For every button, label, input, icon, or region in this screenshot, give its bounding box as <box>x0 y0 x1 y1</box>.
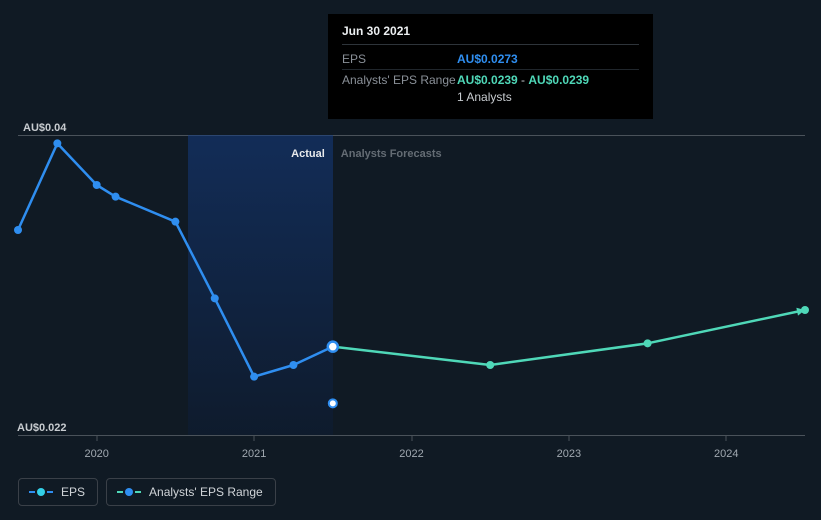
tooltip-row-sub: 1 Analysts <box>457 90 639 104</box>
x-tick-label: 2023 <box>557 448 581 460</box>
tooltip-date: Jun 30 2021 <box>342 24 639 45</box>
tooltip-row-value: AU$0.0239 - AU$0.02391 Analysts <box>457 70 639 108</box>
tooltip-row-label: EPS <box>342 49 457 70</box>
x-tick-mark <box>254 435 255 441</box>
chart-svg <box>18 135 805 435</box>
x-tick-label: 2022 <box>399 448 423 460</box>
x-tick-label: 2021 <box>242 448 266 460</box>
legend-item[interactable]: Analysts' EPS Range <box>106 478 276 506</box>
legend-label: EPS <box>61 485 85 499</box>
x-tick-mark <box>568 435 569 441</box>
tooltip-row: EPSAU$0.0273 <box>342 49 639 70</box>
tooltip-row: Analysts' EPS RangeAU$0.0239 - AU$0.0239… <box>342 70 639 108</box>
legend-swatch <box>29 488 53 496</box>
legend: EPS Analysts' EPS Range <box>18 478 276 506</box>
legend-label: Analysts' EPS Range <box>149 485 263 499</box>
tooltip-table: EPSAU$0.0273Analysts' EPS RangeAU$0.0239… <box>342 49 639 107</box>
eps-forecast-chart: { "layout": { "plot": { "left": 18, "top… <box>0 0 821 520</box>
y-tick-max: AU$0.04 <box>23 122 66 134</box>
legend-item[interactable]: EPS <box>18 478 98 506</box>
legend-swatch <box>117 488 141 496</box>
x-tick-mark <box>411 435 412 441</box>
tooltip-row-value: AU$0.0273 <box>457 49 639 70</box>
tooltip-row-label: Analysts' EPS Range <box>342 70 457 108</box>
x-tick-mark <box>726 435 727 441</box>
tooltip: Jun 30 2021 EPSAU$0.0273Analysts' EPS Ra… <box>328 14 653 119</box>
x-tick-label: 2020 <box>84 448 108 460</box>
x-tick-mark <box>96 435 97 441</box>
x-tick-label: 2024 <box>714 448 738 460</box>
